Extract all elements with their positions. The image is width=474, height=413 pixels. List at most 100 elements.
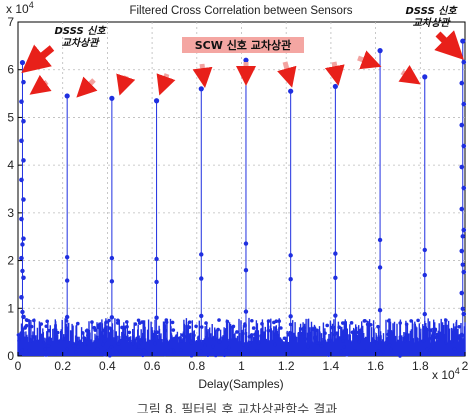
stem-point bbox=[109, 279, 115, 284]
noise-point bbox=[329, 325, 334, 330]
stem-point bbox=[288, 314, 293, 319]
stem-point bbox=[19, 216, 24, 222]
data-points bbox=[19, 38, 467, 339]
stem-point bbox=[377, 265, 383, 270]
noise-point bbox=[135, 336, 139, 341]
y-axis-ticks: 0 1 2 3 4 5 6 7 bbox=[7, 15, 22, 363]
noise-point bbox=[427, 351, 431, 355]
stem-point bbox=[64, 278, 70, 283]
noise-point bbox=[259, 334, 263, 338]
stem-point bbox=[460, 234, 465, 239]
noise-point bbox=[120, 325, 124, 330]
noise-point bbox=[428, 328, 433, 333]
noise-point bbox=[241, 331, 245, 336]
noise-point bbox=[45, 319, 50, 324]
noise-point bbox=[217, 340, 222, 344]
noise-point bbox=[189, 353, 194, 358]
noise-point bbox=[386, 319, 391, 323]
noise-point bbox=[74, 340, 79, 345]
peak-point bbox=[243, 57, 249, 63]
noise-point bbox=[92, 325, 97, 330]
stem-point bbox=[377, 307, 383, 313]
stem-point bbox=[243, 268, 249, 273]
noise-point bbox=[387, 343, 392, 347]
peak-point bbox=[332, 83, 338, 90]
noise-point bbox=[116, 342, 121, 346]
stem-point bbox=[243, 241, 249, 246]
dsss-label-left: DSSS 신호 교차상관 bbox=[54, 25, 107, 49]
noise-point bbox=[139, 337, 143, 342]
noise-point bbox=[150, 332, 155, 337]
stem-point bbox=[459, 248, 465, 254]
stem-point bbox=[109, 255, 115, 261]
noise-point bbox=[306, 344, 310, 349]
y-tick-label: 7 bbox=[7, 15, 14, 29]
noise-point bbox=[86, 333, 90, 338]
noise-point bbox=[363, 349, 368, 353]
noise-point bbox=[365, 322, 370, 327]
noise-point bbox=[203, 343, 207, 348]
stem-point bbox=[20, 268, 25, 274]
noise-point bbox=[307, 331, 312, 336]
stem-point bbox=[459, 206, 465, 212]
peak-point bbox=[198, 86, 204, 92]
peak-point bbox=[19, 59, 26, 66]
stem-point bbox=[459, 290, 465, 296]
noise-point bbox=[368, 323, 373, 327]
noise-point bbox=[204, 321, 208, 325]
y-tick-label: 4 bbox=[7, 158, 14, 172]
noise-point bbox=[449, 339, 454, 344]
noise-point bbox=[107, 318, 111, 323]
noise-point bbox=[279, 326, 283, 330]
noise-point bbox=[73, 350, 78, 354]
stem-point bbox=[21, 197, 26, 202]
noise-point bbox=[105, 348, 110, 353]
noise-point bbox=[199, 325, 204, 329]
peak-point bbox=[460, 38, 466, 44]
peak-point bbox=[109, 95, 115, 101]
noise-point bbox=[222, 353, 227, 358]
noise-point bbox=[39, 322, 44, 326]
noise-point bbox=[187, 325, 192, 330]
stem-point bbox=[461, 59, 467, 65]
noise-point bbox=[421, 339, 426, 343]
noise-point bbox=[352, 349, 357, 353]
noise-point bbox=[288, 322, 293, 327]
noise-point bbox=[29, 324, 34, 329]
stem-point bbox=[64, 254, 70, 260]
x-tick-label: 1 bbox=[238, 359, 245, 373]
noise-point bbox=[64, 349, 68, 354]
stem-point bbox=[154, 315, 159, 320]
noise-point bbox=[125, 324, 129, 329]
noise-point bbox=[241, 342, 246, 347]
noise-point bbox=[325, 323, 329, 328]
noise-point bbox=[256, 340, 261, 345]
noise-point bbox=[179, 339, 184, 343]
chart-title: Filtered Cross Correlation between Senso… bbox=[129, 5, 352, 17]
noise-point bbox=[64, 319, 69, 323]
stem-point bbox=[460, 262, 465, 267]
noise-point bbox=[29, 338, 34, 343]
noise-point bbox=[408, 349, 413, 354]
noise-point bbox=[42, 340, 46, 345]
stem-point bbox=[21, 236, 26, 241]
noise-point bbox=[126, 337, 131, 342]
noise-point bbox=[102, 334, 106, 338]
noise-point bbox=[376, 324, 380, 329]
noise-point bbox=[416, 318, 420, 323]
noise-point bbox=[371, 338, 376, 343]
noise-point bbox=[44, 324, 49, 329]
noise-point bbox=[101, 328, 106, 333]
scw-arrow-10 bbox=[398, 65, 421, 85]
noise-point bbox=[349, 321, 354, 325]
noise-point bbox=[64, 326, 69, 330]
noise-point bbox=[24, 323, 29, 328]
noise-point bbox=[251, 326, 256, 330]
noise-point bbox=[260, 322, 264, 326]
scw-arrow-5 bbox=[192, 63, 213, 88]
x-tick-label: 0 bbox=[15, 359, 22, 373]
noise-point bbox=[153, 351, 158, 356]
noise-point bbox=[141, 353, 145, 358]
noise-point bbox=[301, 332, 306, 336]
